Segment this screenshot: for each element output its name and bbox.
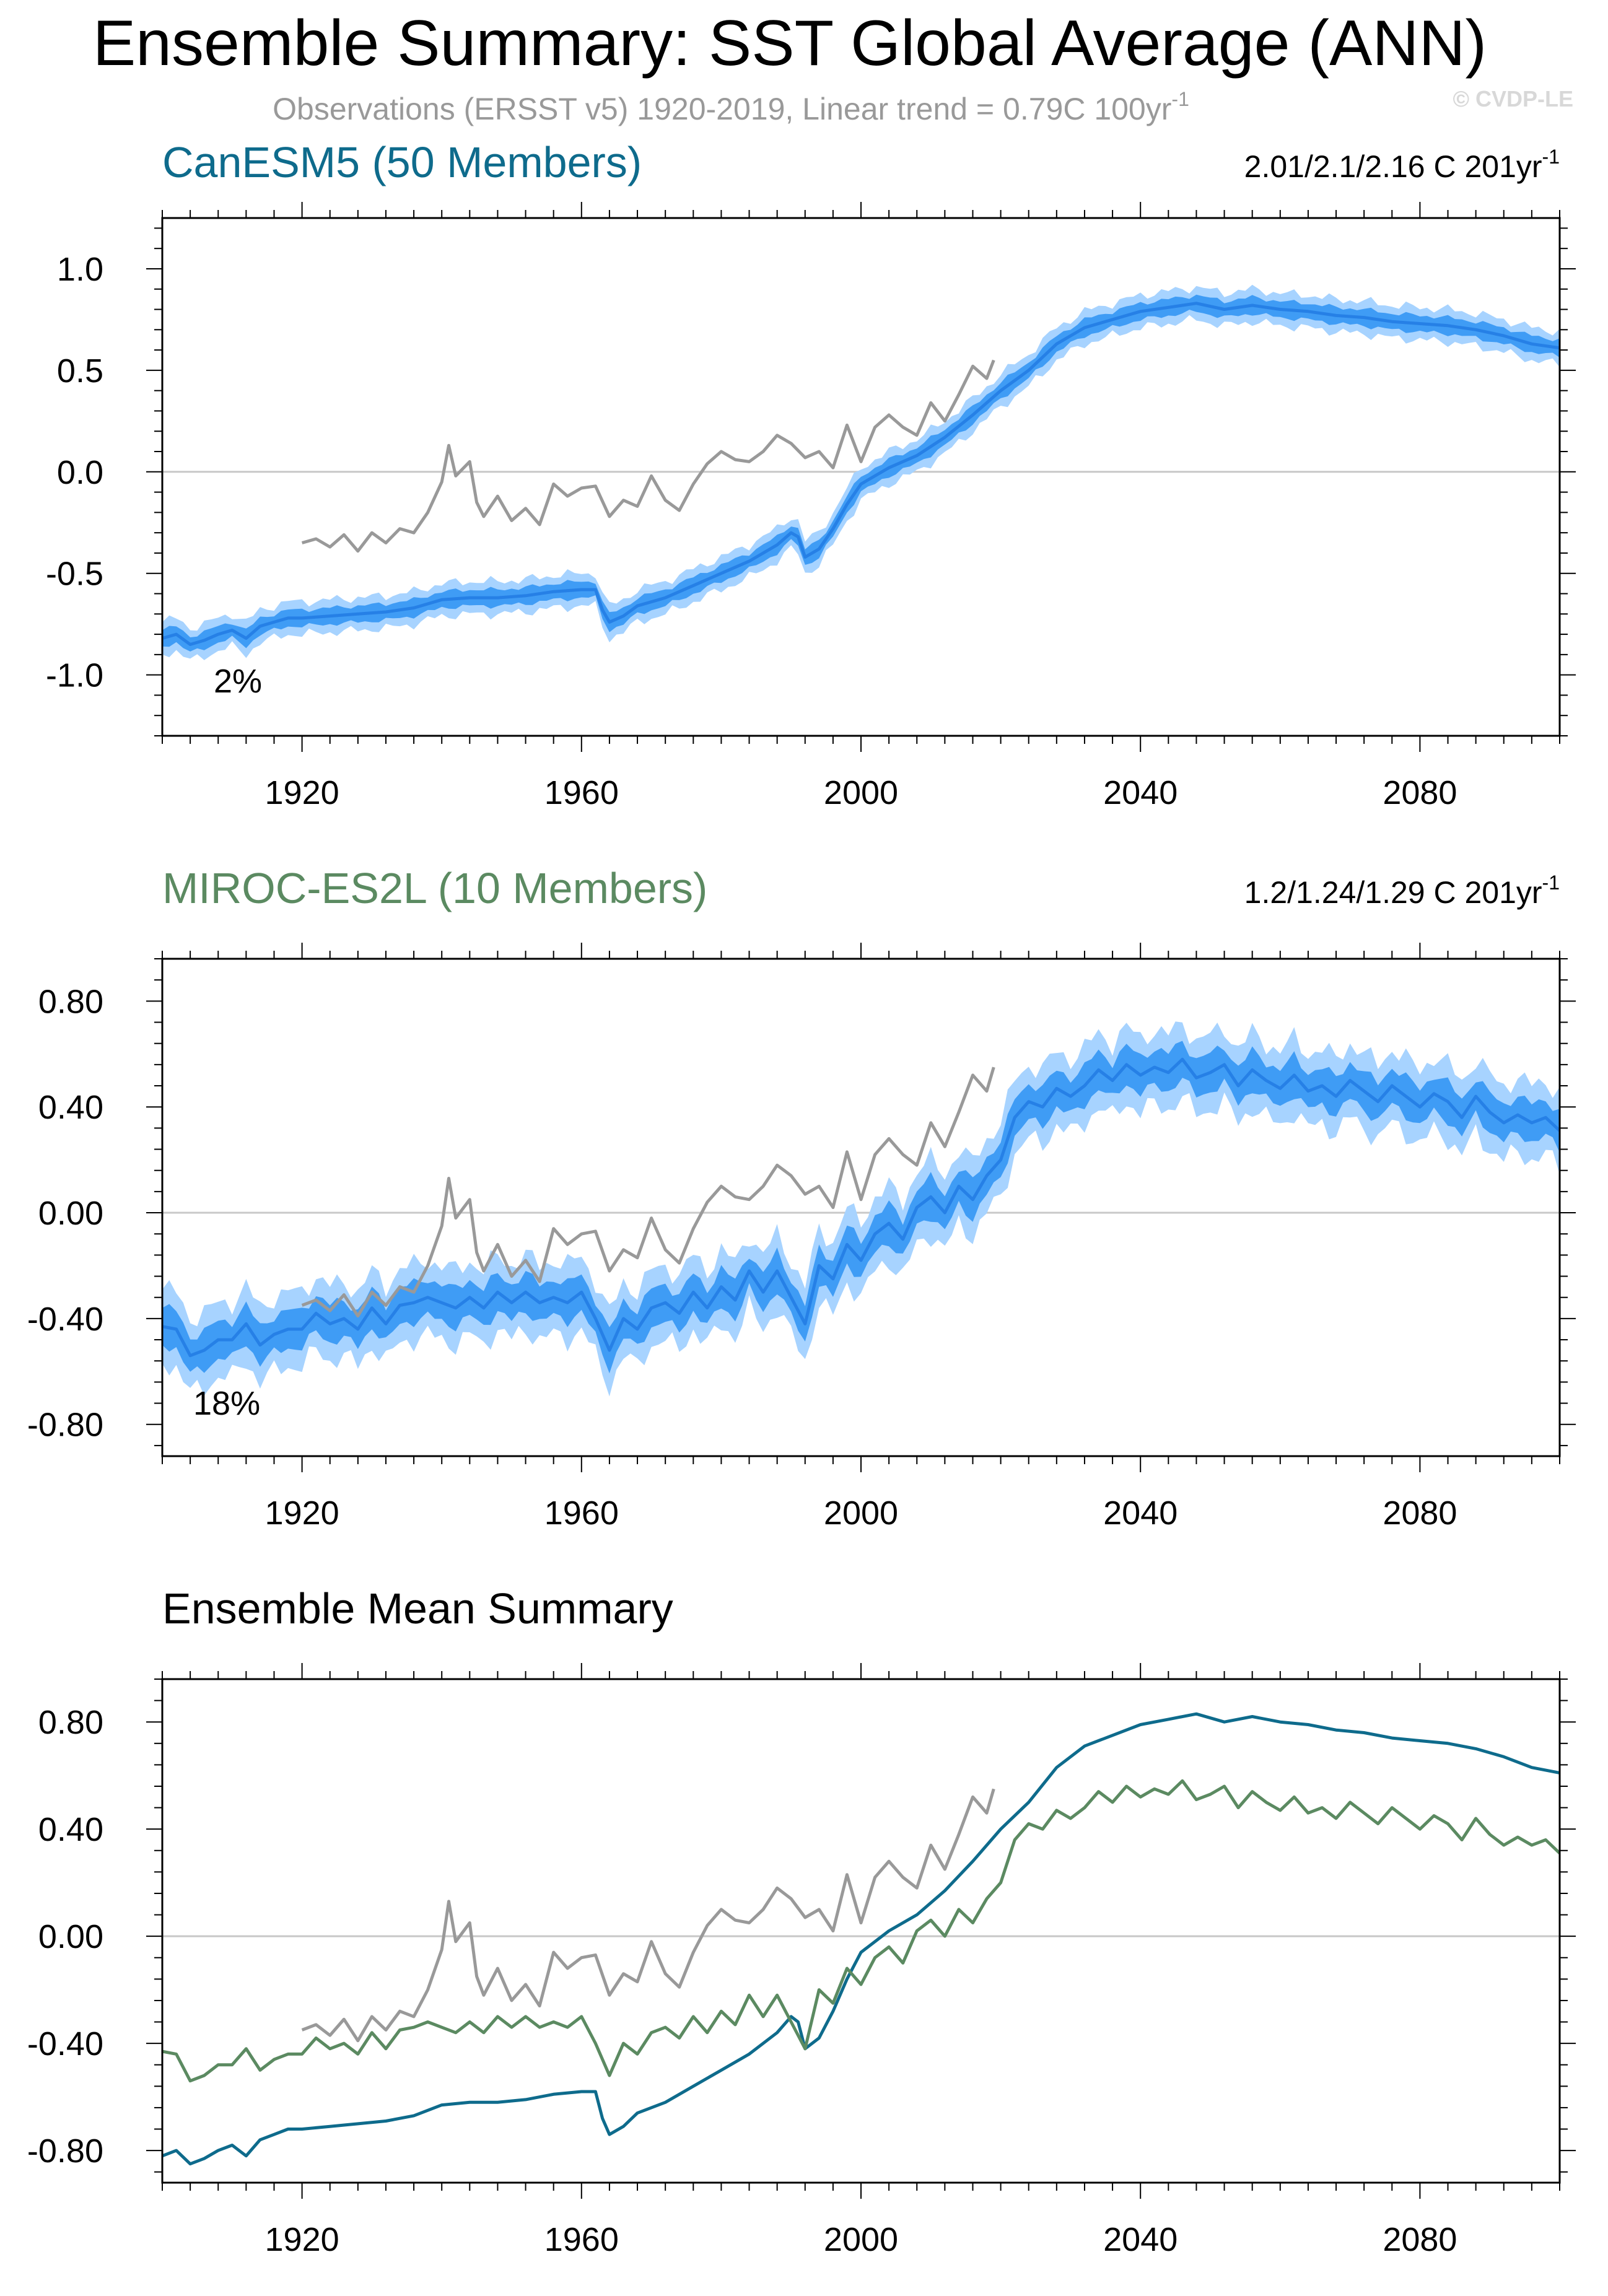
y-tick-label: 1.0 [57,251,103,288]
y-tick-label: -0.40 [27,1301,103,1338]
x-tick-label: 2000 [824,774,898,811]
x-tick-label: 2040 [1103,774,1178,811]
trend-label: 2.01/2.1/2.16 C 201yr-1 [1244,146,1560,184]
percentile-annotation: 2% [214,663,262,700]
percentile-annotation: 18% [193,1385,260,1422]
y-tick-label: -0.80 [27,2132,103,2170]
x-tick-label: 1960 [544,774,619,811]
trend-label: 1.2/1.24/1.29 C 201yr-1 [1244,871,1560,910]
ensemble-spread-inner [162,294,1560,652]
subtitle-text: Observations (ERSST v5) 1920-2019, Linea… [273,92,1171,126]
y-tick-label: 0.40 [38,1089,103,1126]
y-tick-label: -0.80 [27,1407,103,1444]
trend-superscript: -1 [1542,871,1560,894]
trend-text: 2.01/2.1/2.16 C 201yr [1244,149,1542,184]
trend-text: 1.2/1.24/1.29 C 201yr [1244,875,1542,910]
y-tick-label: -1.0 [46,657,103,694]
x-tick-label: 1920 [265,774,339,811]
y-tick-label: 0.00 [38,1918,103,1955]
panel-title: Ensemble Mean Summary [162,1584,673,1633]
y-tick-label: 0.00 [38,1195,103,1232]
ensemble-mean-line [162,302,1560,646]
y-tick-label: 0.5 [57,352,103,390]
ensemble-spread-outer [162,284,1560,660]
subtitle-superscript: -1 [1171,88,1189,110]
plot-frame [161,1678,1561,2184]
figure-title: Ensemble Summary: SST Global Average (AN… [93,7,1487,79]
ensemble-spread-inner [162,1041,1560,1374]
x-tick-label: 2040 [1103,2221,1178,2258]
observations-line [301,359,995,553]
y-tick-label: 0.0 [57,454,103,491]
plot-area [162,1712,1560,2166]
x-tick-label: 1960 [544,1495,619,1532]
panel-title: MIROC-ES2L (10 Members) [162,864,707,912]
observations-line [301,1067,995,1318]
series-line-observations [301,1788,995,2043]
panel-miroc: MIROC-ES2L (10 Members) 1.2/1.24/1.29 C 2… [27,864,1576,1532]
x-tick-label: 2000 [824,2221,898,2258]
x-tick-label: 2040 [1103,1495,1178,1532]
series-line-canesm5 [162,1712,1560,2166]
series-line-miroc [162,1779,1560,2083]
plot-area [162,1021,1560,1397]
panel-title: CanESM5 (50 Members) [162,138,642,186]
plot-frame [161,958,1561,1457]
x-tick-label: 1920 [265,2221,339,2258]
x-tick-label: 2080 [1383,2221,1457,2258]
y-tick-label: 0.80 [38,1704,103,1741]
y-tick-label: -0.5 [46,556,103,593]
x-tick-label: 2000 [824,1495,898,1532]
x-tick-label: 1960 [544,2221,619,2258]
figure-subtitle: Observations (ERSST v5) 1920-2019, Linea… [273,88,1189,126]
x-tick-label: 2080 [1383,774,1457,811]
y-tick-label: 0.80 [38,983,103,1020]
trend-superscript: -1 [1542,146,1560,168]
x-tick-label: 2080 [1383,1495,1457,1532]
panel-ensemble-mean-summary: Ensemble Mean Summary 1920 1960 2000 2040 208… [27,1584,1576,2258]
watermark: © CVDP-LE [1453,86,1573,111]
ensemble-mean-line [162,1057,1560,1358]
y-tick-label: 0.40 [38,1811,103,1848]
plot-area [162,284,1560,660]
y-tick-label: -0.40 [27,2025,103,2062]
panel-canesm5: CanESM5 (50 Members) 2.01/2.1/2.16 C 201y… [46,138,1576,811]
x-tick-label: 1920 [265,1495,339,1532]
